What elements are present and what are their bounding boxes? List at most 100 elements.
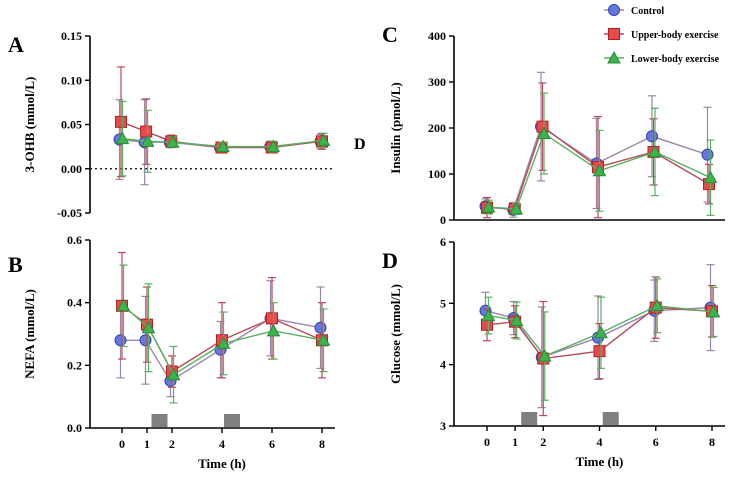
series-lower-body-exercise xyxy=(481,278,721,401)
data-point xyxy=(646,130,658,143)
y-axis-title: Glucose (mmol/L) xyxy=(388,284,403,384)
panel-letter: B xyxy=(8,252,23,277)
legend-marker xyxy=(607,50,621,64)
legend-marker xyxy=(608,4,620,16)
series-line xyxy=(488,305,714,357)
y-tick-label: 4 xyxy=(440,358,446,372)
series-lower-body-exercise xyxy=(115,100,331,177)
data-point xyxy=(592,163,607,177)
data-point xyxy=(650,298,665,312)
data-point xyxy=(114,334,127,347)
x-axis-title: Time (h) xyxy=(576,454,624,469)
data-point xyxy=(537,349,552,362)
y-tick-label: 6 xyxy=(440,235,446,249)
legend-item: Control xyxy=(604,4,664,17)
panel-letter: A xyxy=(8,32,24,57)
data-point xyxy=(481,200,496,213)
x-tick-label: 8 xyxy=(319,437,325,451)
panel-a: A -0.05 0.00 0.05 0.10 0.15 3-OHB (mmol/L) D xyxy=(8,29,366,220)
legend-item: Upper-body exercise xyxy=(604,28,719,41)
y-tick-label: 0.4 xyxy=(67,296,82,310)
y-tick-label: 400 xyxy=(428,29,446,43)
panel-letter: D xyxy=(382,248,398,273)
data-point xyxy=(141,320,156,334)
y-tick-label: 0.2 xyxy=(67,358,82,372)
data-point xyxy=(701,148,714,161)
data-point xyxy=(509,313,524,327)
data-point xyxy=(314,321,327,334)
y-tick-label: 200 xyxy=(428,121,446,135)
exercise-bout-bar xyxy=(151,414,168,427)
data-point xyxy=(509,201,524,215)
y-axis-title: Insulin (pmol/L) xyxy=(388,82,403,173)
panel-letter: C xyxy=(382,22,398,47)
data-point xyxy=(166,367,181,381)
legend-item: Lower-body exercise xyxy=(604,50,720,65)
x-tick-label: 2 xyxy=(540,435,546,449)
data-point xyxy=(116,298,131,312)
x-tick-label: 0 xyxy=(484,435,490,449)
series-lower-body-exercise xyxy=(116,264,331,404)
panel-d: D 3 4 5 6 Glucose (mmol/L) 0 1 2 4 6 8 Time (h) xyxy=(382,235,725,469)
y-tick-label: 300 xyxy=(428,75,446,89)
x-tick-label: 2 xyxy=(169,437,175,451)
data-point xyxy=(316,333,331,346)
y-tick-label: 0.15 xyxy=(61,29,82,43)
data-point xyxy=(537,126,551,140)
series-line xyxy=(488,132,711,210)
series-upper-body-exercise xyxy=(481,82,715,219)
legend-label: Control xyxy=(631,6,664,17)
data-point xyxy=(216,139,230,153)
x-tick-label: 6 xyxy=(269,437,275,451)
y-tick-label: 0.00 xyxy=(61,162,82,176)
data-point xyxy=(703,170,718,184)
exercise-bout-bar xyxy=(602,412,619,425)
data-point xyxy=(266,323,281,337)
legend-marker xyxy=(608,28,620,40)
y-axis-title: NEFA (mmol/L) xyxy=(22,289,37,379)
x-axis-title: Time (h) xyxy=(198,456,246,471)
data-point xyxy=(140,134,155,147)
x-tick-label: 0 xyxy=(119,437,125,451)
y-tick-label: 100 xyxy=(428,167,446,181)
legend-label: Lower-body exercise xyxy=(631,54,720,65)
data-point xyxy=(706,304,721,318)
x-tick-label: 4 xyxy=(219,437,225,451)
y-tick-label: 0.6 xyxy=(67,233,82,247)
series-line xyxy=(123,305,324,376)
series-lower-body-exercise xyxy=(481,92,718,216)
data-point xyxy=(266,139,281,153)
y-tick-label: 0.05 xyxy=(61,118,82,132)
y-tick-label: 0.0 xyxy=(67,421,82,435)
data-point xyxy=(165,135,180,148)
legend: Control Upper-body exercise Lower-body exe… xyxy=(604,4,720,65)
data-point xyxy=(648,144,662,158)
data-point xyxy=(594,325,608,339)
data-point xyxy=(316,133,331,146)
data-point xyxy=(216,336,231,349)
x-tick-label: 4 xyxy=(597,435,603,449)
y-tick-label: 0.10 xyxy=(61,73,82,87)
y-tick-label: 5 xyxy=(440,296,446,310)
data-point xyxy=(140,125,153,138)
data-point xyxy=(115,115,127,128)
series-line xyxy=(122,137,324,148)
exercise-bout-bar xyxy=(224,414,240,427)
data-point xyxy=(115,131,130,145)
y-tick-label: 0 xyxy=(440,213,446,227)
legend-label: Upper-body exercise xyxy=(631,30,719,41)
data-point xyxy=(481,308,496,322)
data-point xyxy=(593,345,606,358)
x-tick-label: 1 xyxy=(144,437,150,451)
panel-c: C 0 100 200 300 400 Insulin (pmol/L) xyxy=(382,22,725,227)
data-point xyxy=(266,312,278,325)
x-tick-label: 8 xyxy=(709,435,715,449)
panel-b: B 0.0 0.2 0.4 0.6 NEFA (mmol/L) 0 1 2 4 6 8 Time (h) xyxy=(8,233,335,471)
y-axis-title: 3-OHB (mmol/L) xyxy=(22,77,37,173)
y-tick-label: -0.05 xyxy=(57,206,82,220)
x-tick-label: 6 xyxy=(653,435,659,449)
x-tick-label: 1 xyxy=(512,435,518,449)
y-tick-label: 3 xyxy=(440,419,446,433)
